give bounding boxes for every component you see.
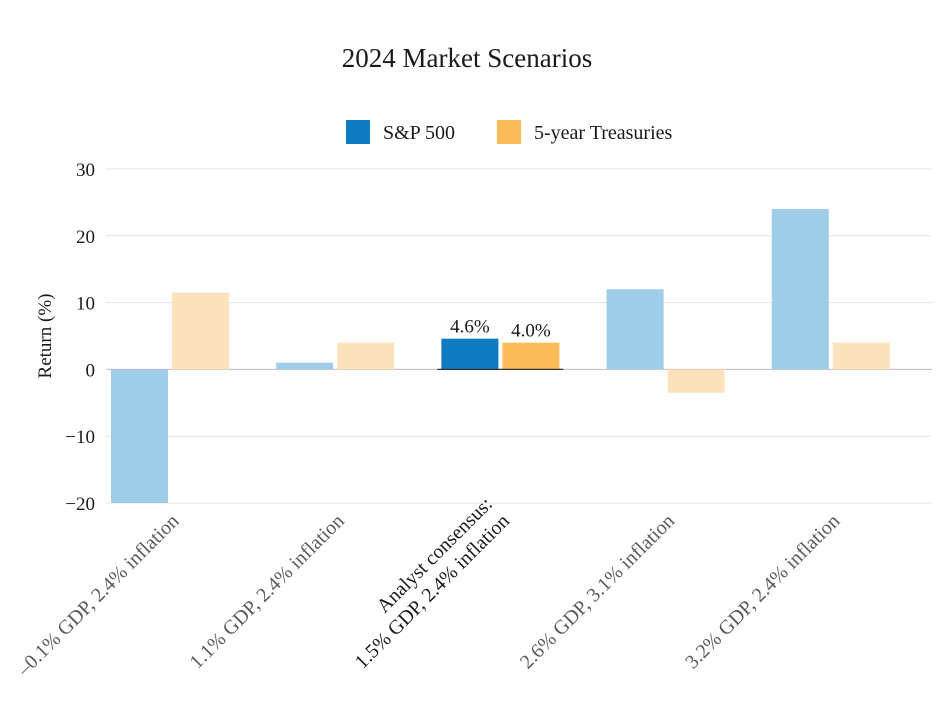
legend: S&P 500 5-year Treasuries <box>346 120 673 144</box>
bars <box>111 209 890 503</box>
bar-sp500 <box>111 369 168 503</box>
y-tick-label: 20 <box>76 227 95 248</box>
bar-sp500 <box>276 362 334 370</box>
bar-sp500 <box>606 289 664 370</box>
bar-treasuries <box>172 292 229 370</box>
category-label-line: 1.1% GDP, 2.4% inflation <box>185 510 348 673</box>
category-label: 3.2% GDP, 2.4% inflation <box>681 510 844 673</box>
bar-treasuries <box>667 369 725 393</box>
bar-sp500 <box>771 209 829 370</box>
bar-treasuries <box>337 342 395 370</box>
category-labels: –0.1% GDP, 2.4% inflation 1.1% GDP, 2.4% … <box>12 493 844 681</box>
category-label-line: –0.1% GDP, 2.4% inflation <box>12 510 183 681</box>
legend-label-sp500: S&P 500 <box>383 122 455 144</box>
bar-treasuries <box>502 342 560 370</box>
bar-sp500 <box>441 338 499 370</box>
y-tick-label: −20 <box>65 494 95 515</box>
y-tick-label: 30 <box>76 160 95 181</box>
category-label-line: 3.2% GDP, 2.4% inflation <box>681 510 844 673</box>
gridlines <box>106 168 932 504</box>
chart-title: 2024 Market Scenarios <box>342 43 592 73</box>
category-label: 2.6% GDP, 3.1% inflation <box>516 510 679 673</box>
category-label-line: 1.5% GDP, 2.4% inflation <box>351 510 514 673</box>
y-tick-label: 10 <box>76 294 95 315</box>
data-label: 4.0% <box>511 321 551 342</box>
category-label-line: 2.6% GDP, 3.1% inflation <box>516 510 679 673</box>
y-axis-ticks: 30 20 10 0 −10 −20 <box>65 160 95 515</box>
category-label: Analyst consensus:1.5% GDP, 2.4% inflati… <box>351 493 514 673</box>
legend-swatch-treasuries <box>497 120 521 144</box>
category-label: –0.1% GDP, 2.4% inflation <box>12 510 183 681</box>
legend-label-treasuries: 5-year Treasuries <box>534 122 673 144</box>
data-label: 4.6% <box>450 317 490 338</box>
data-labels: 4.6% 4.0% <box>450 317 551 342</box>
y-axis-label: Return (%) <box>35 294 56 379</box>
y-tick-label: −10 <box>65 427 95 448</box>
y-tick-label: 0 <box>86 360 96 381</box>
category-label: 1.1% GDP, 2.4% inflation <box>185 510 348 673</box>
bar-treasuries <box>832 342 890 370</box>
legend-swatch-sp500 <box>346 120 370 144</box>
